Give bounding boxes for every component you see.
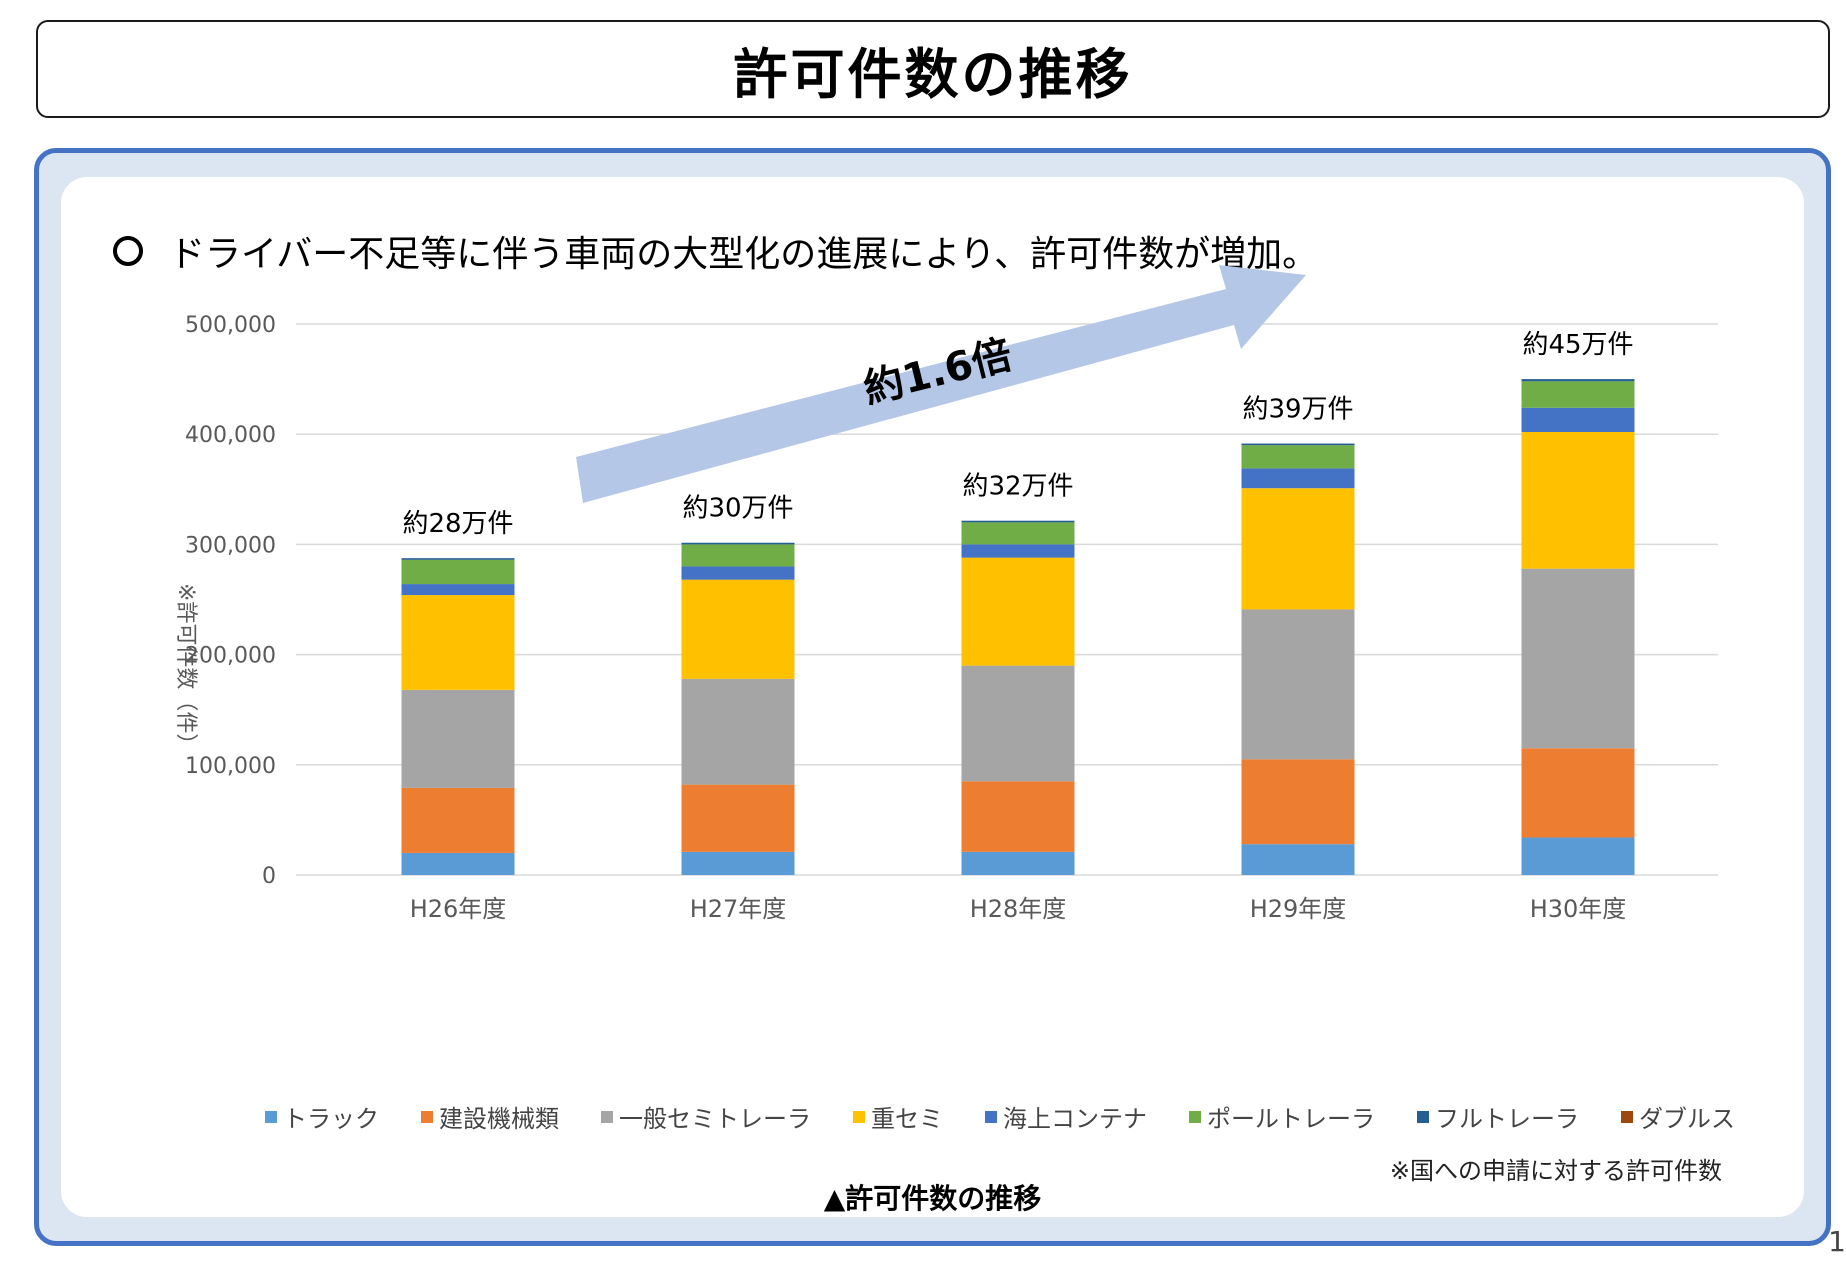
bar-total-label: 約32万件	[962, 472, 1073, 502]
bar-segment	[1241, 443, 1355, 446]
y-tick-label: 500,000	[185, 313, 276, 338]
bar-segment	[961, 557, 1075, 666]
bar-total-label: 約45万件	[1522, 330, 1633, 360]
bar-segment	[1241, 759, 1355, 845]
lead-text: ドライバー不足等に伴う車両の大型化の進展により、許可件数が増加。	[169, 234, 1319, 275]
bar-segment	[681, 851, 795, 875]
bar-segment	[1521, 431, 1635, 569]
bar-segment	[961, 781, 1075, 852]
y-axis-label: ※許可件数（件）	[173, 583, 198, 755]
bar-segment	[401, 787, 515, 853]
legend-swatch	[265, 1110, 277, 1123]
source-note: ※国への申請に対する許可件数	[1389, 1157, 1722, 1185]
x-tick-label: H29年度	[1250, 895, 1347, 923]
legend-label: 海上コンテナ	[1003, 1105, 1147, 1133]
legend-swatch	[985, 1110, 997, 1123]
chart-legend: トラック 建設機械類 一般セミトレーラ 重セミ 海上コンテナ ポールトレーラ フルトレーラ ダ…	[265, 1099, 1777, 1134]
x-tick-label: H28年度	[970, 895, 1067, 923]
legend-item: ポールトレーラ	[1189, 1099, 1375, 1134]
bar-segment	[1521, 379, 1635, 382]
legend-item: 重セミ	[853, 1099, 943, 1134]
legend-item: フルトレーラ	[1417, 1099, 1579, 1134]
bar-segment	[1521, 568, 1635, 749]
bar-segment	[1521, 748, 1635, 838]
bar-segment	[1521, 407, 1635, 432]
bar-segment	[681, 579, 795, 679]
bar-segment	[961, 520, 1075, 523]
y-tick-label: 300,000	[185, 533, 276, 558]
bar-segment	[681, 678, 795, 785]
bar-segment	[961, 851, 1075, 875]
legend-label: 建設機械類	[439, 1105, 559, 1133]
legend-label: ダブルス	[1639, 1105, 1735, 1133]
bar-segment	[681, 784, 795, 852]
bar-segment	[961, 544, 1075, 558]
bar-total-label: 約28万件	[402, 509, 513, 539]
bar-segment	[1241, 445, 1355, 469]
bar-segment	[401, 852, 515, 875]
legend-label: トラック	[283, 1105, 379, 1133]
legend-item: 建設機械類	[421, 1099, 559, 1134]
legend-swatch	[421, 1110, 433, 1123]
bar-segment	[1241, 468, 1355, 489]
y-tick-label: 200,000	[185, 644, 276, 669]
legend-label: 重セミ	[871, 1105, 943, 1133]
chart-caption: ▲許可件数の推移	[823, 1182, 1042, 1215]
bar-segment	[961, 522, 1075, 545]
x-tick-label: H30年度	[1530, 895, 1627, 923]
legend-label: 一般セミトレーラ	[619, 1105, 811, 1133]
legend-item: トラック	[265, 1099, 379, 1134]
content-panel: ドライバー不足等に伴う車両の大型化の進展により、許可件数が増加。 0 100,00…	[34, 148, 1831, 1246]
legend-label: ポールトレーラ	[1207, 1105, 1375, 1133]
page-number: 1	[1828, 1225, 1846, 1258]
bullet-circle-icon	[113, 236, 143, 266]
lead-statement: ドライバー不足等に伴う車両の大型化の進展により、許可件数が増加。	[113, 225, 1318, 277]
legend-item: 海上コンテナ	[985, 1099, 1147, 1134]
legend-label: フルトレーラ	[1435, 1105, 1579, 1133]
legend-swatch	[1621, 1110, 1633, 1123]
legend-swatch	[1417, 1110, 1429, 1123]
stacked-bar-chart: 0 100,000 200,000 300,000 400,000 500,000 ※許可件…	[173, 265, 1718, 923]
x-tick-label: H26年度	[410, 895, 507, 923]
legend-item: ダブルス	[1621, 1099, 1735, 1134]
bar-segment	[1241, 609, 1355, 760]
chart-card: ドライバー不足等に伴う車両の大型化の進展により、許可件数が増加。 0 100,00…	[61, 177, 1804, 1217]
bar-segment	[401, 595, 515, 690]
y-tick-label: 0	[262, 864, 276, 889]
bar-segment	[681, 544, 795, 567]
bar-segment	[1241, 488, 1355, 610]
bar-segment	[401, 558, 515, 560]
bar-segment	[961, 665, 1075, 782]
x-tick-label: H27年度	[690, 895, 787, 923]
bar-segment	[1521, 837, 1635, 875]
bar-segment	[1521, 381, 1635, 408]
legend-swatch	[601, 1110, 613, 1123]
bar-segment	[681, 566, 795, 580]
page-title: 許可件数の推移	[733, 42, 1133, 106]
bar-segment	[681, 542, 795, 545]
bar-total-label: 約39万件	[1242, 395, 1353, 425]
bar-segment	[401, 689, 515, 788]
bar-total-label: 約30万件	[682, 494, 793, 524]
legend-swatch	[853, 1110, 865, 1123]
bar-segment	[401, 584, 515, 596]
growth-arrow	[576, 265, 1306, 503]
y-tick-label: 400,000	[185, 423, 276, 448]
legend-item: 一般セミトレーラ	[601, 1099, 811, 1134]
title-box: 許可件数の推移	[36, 20, 1830, 118]
bar-segment	[1241, 844, 1355, 875]
bar-segment	[401, 559, 515, 585]
legend-swatch	[1189, 1110, 1201, 1123]
y-tick-label: 100,000	[185, 754, 276, 779]
